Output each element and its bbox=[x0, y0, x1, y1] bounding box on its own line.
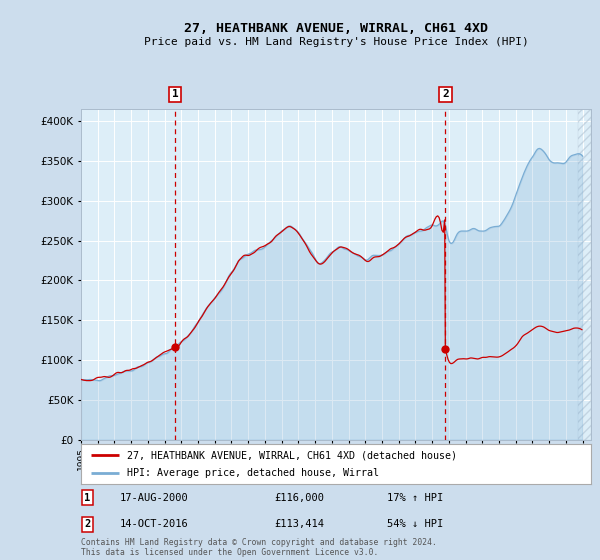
Text: 17% ↑ HPI: 17% ↑ HPI bbox=[387, 493, 443, 503]
Text: £113,414: £113,414 bbox=[275, 519, 325, 529]
Text: 27, HEATHBANK AVENUE, WIRRAL, CH61 4XD: 27, HEATHBANK AVENUE, WIRRAL, CH61 4XD bbox=[184, 21, 488, 35]
Text: 14-OCT-2016: 14-OCT-2016 bbox=[119, 519, 188, 529]
Text: 1: 1 bbox=[172, 89, 179, 99]
Text: 2: 2 bbox=[84, 519, 90, 529]
Text: 1: 1 bbox=[84, 493, 90, 503]
Text: 2: 2 bbox=[442, 89, 449, 99]
Text: 54% ↓ HPI: 54% ↓ HPI bbox=[387, 519, 443, 529]
Text: 17-AUG-2000: 17-AUG-2000 bbox=[119, 493, 188, 503]
Text: Price paid vs. HM Land Registry's House Price Index (HPI): Price paid vs. HM Land Registry's House … bbox=[143, 37, 529, 47]
Text: Contains HM Land Registry data © Crown copyright and database right 2024.
This d: Contains HM Land Registry data © Crown c… bbox=[81, 538, 437, 557]
Text: HPI: Average price, detached house, Wirral: HPI: Average price, detached house, Wirr… bbox=[127, 468, 379, 478]
Text: £116,000: £116,000 bbox=[275, 493, 325, 503]
Text: 27, HEATHBANK AVENUE, WIRRAL, CH61 4XD (detached house): 27, HEATHBANK AVENUE, WIRRAL, CH61 4XD (… bbox=[127, 450, 457, 460]
